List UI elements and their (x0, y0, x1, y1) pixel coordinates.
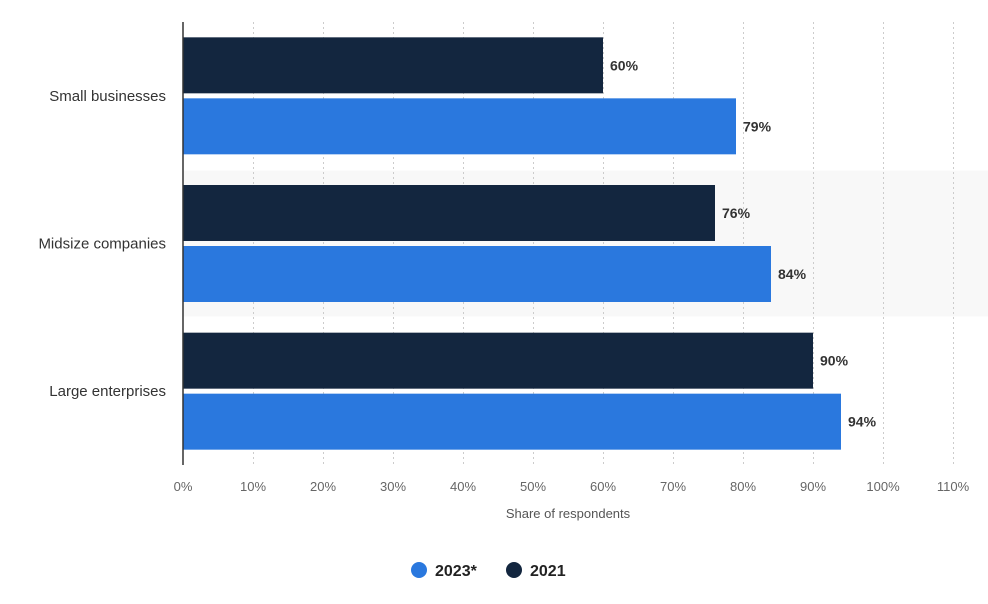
data-label: 60% (610, 57, 639, 73)
data-label: 76% (722, 205, 751, 221)
legend-label: 2021 (530, 563, 566, 580)
bar-layer (183, 37, 841, 450)
x-tick-label: 20% (310, 479, 336, 494)
bar-2021-midsize-companies (183, 185, 715, 241)
legend-marker (411, 562, 427, 578)
category-label: Large enterprises (49, 383, 166, 400)
bar-2023-large-enterprises (183, 393, 841, 450)
data-label: 84% (778, 266, 807, 282)
x-tick-label: 60% (590, 479, 616, 494)
legend-label: 2023* (435, 563, 478, 580)
x-axis-title: Share of respondents (506, 506, 631, 521)
bar-2021-small-businesses (183, 37, 603, 94)
x-tick-label: 90% (800, 479, 826, 494)
x-tick-label: 70% (660, 479, 686, 494)
category-label: Midsize companies (38, 236, 166, 253)
data-label: 79% (743, 118, 772, 134)
x-tick-label: 10% (240, 479, 266, 494)
legend-item-2023[interactable]: 2023* (411, 562, 478, 580)
bar-2021-large-enterprises (183, 332, 813, 389)
x-tick-label: 110% (937, 479, 970, 494)
data-label: 90% (820, 353, 849, 369)
legend-item-2021[interactable]: 2021 (506, 562, 566, 580)
bar-2023-small-businesses (183, 98, 736, 155)
x-tick-label: 50% (520, 479, 546, 494)
legend-marker (506, 562, 522, 578)
x-tick-label: 100% (866, 479, 900, 494)
x-tick-label: 80% (730, 479, 756, 494)
x-tick-label: 0% (174, 479, 193, 494)
category-label: Small businesses (49, 88, 166, 105)
bar-2023-midsize-companies (183, 246, 771, 302)
legend: 2023* 2021 (411, 562, 566, 580)
category-label-layer: Small businesses Midsize companies Large e… (38, 88, 166, 400)
x-tick-label: 40% (450, 479, 476, 494)
x-tick-label: 30% (380, 479, 406, 494)
data-label: 94% (848, 414, 877, 430)
grid-layer (253, 22, 954, 465)
x-tick-label-layer: 0% 10% 20% 30% 40% 50% 60% 70% 80% 90% 100% 110% (174, 479, 970, 494)
data-label-layer: 60% 79% 76% 84% 90% 94% (610, 57, 877, 429)
